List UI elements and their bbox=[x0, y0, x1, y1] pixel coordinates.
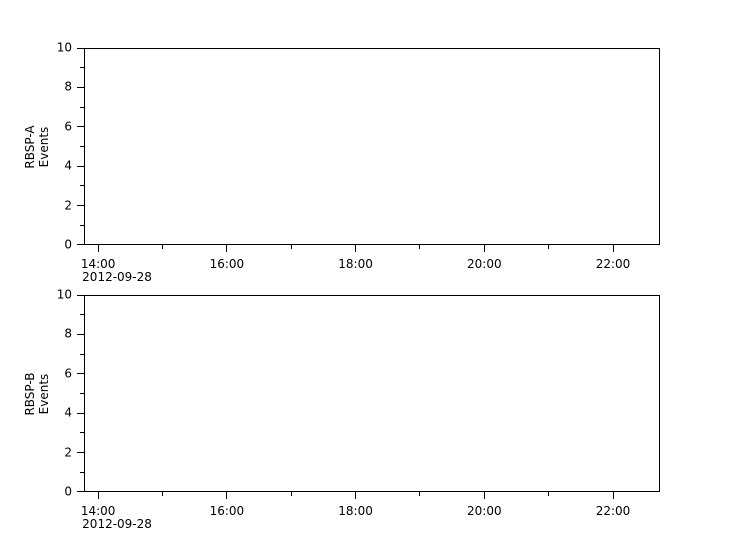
plot-rbsp-b: 14:00 2012-09-28 16:00 18:00 20:00 22:00 0 2 4 6 8… bbox=[23, 288, 660, 531]
y-major-tick bbox=[77, 294, 84, 296]
y-tick-label: 8 bbox=[64, 326, 72, 341]
x-tick-label: 16:00 bbox=[209, 504, 245, 518]
x-axis-date-label: 2012-09-28 bbox=[82, 270, 152, 284]
x-minor-tick bbox=[548, 492, 550, 496]
x-minor-tick bbox=[419, 245, 421, 249]
y-tick-label: 2 bbox=[64, 198, 72, 213]
y-minor-tick bbox=[80, 471, 84, 473]
plot-rbsp-a: 14:00 2012-09-28 16:00 18:00 20:00 22:00 0 2 4 6 8… bbox=[23, 41, 660, 284]
y-minor-tick bbox=[80, 353, 84, 355]
x-minor-tick bbox=[290, 492, 292, 496]
y-minor-tick bbox=[80, 185, 84, 187]
y-major-tick bbox=[77, 373, 84, 375]
x-major-tick bbox=[612, 245, 614, 252]
y-tick-label: 0 bbox=[64, 484, 72, 498]
x-minor-tick bbox=[548, 245, 550, 249]
y-tick-label: 6 bbox=[64, 119, 72, 134]
y-major-tick bbox=[77, 452, 84, 454]
y-tick-label: 4 bbox=[64, 405, 72, 420]
x-tick-label: 18:00 bbox=[338, 257, 373, 271]
y-minor-tick bbox=[80, 393, 84, 394]
y-minor-tick bbox=[80, 432, 84, 434]
y-tick-label: 0 bbox=[64, 237, 72, 251]
x-major-tick bbox=[355, 245, 357, 252]
y-minor-tick bbox=[80, 106, 84, 108]
y-tick-label: 10 bbox=[56, 287, 72, 302]
y-major-tick bbox=[77, 86, 84, 88]
y-major-tick bbox=[77, 165, 84, 167]
x-minor-tick bbox=[419, 492, 421, 496]
y-minor-tick bbox=[80, 224, 84, 226]
y-tick-label: 2 bbox=[64, 445, 72, 460]
x-tick-label: 16:00 bbox=[209, 257, 245, 271]
plot-frame bbox=[84, 295, 660, 492]
x-major-tick bbox=[226, 245, 228, 252]
y-minor-tick bbox=[80, 67, 84, 69]
x-tick-label: 14:00 bbox=[80, 257, 116, 271]
x-major-tick bbox=[612, 492, 614, 499]
y-major-tick bbox=[77, 333, 84, 335]
x-tick-label: 22:00 bbox=[595, 257, 631, 271]
x-major-tick bbox=[97, 245, 99, 252]
x-major-tick bbox=[226, 492, 228, 499]
x-tick-label: 20:00 bbox=[467, 257, 502, 271]
y-major-tick bbox=[77, 412, 84, 414]
x-major-tick bbox=[483, 245, 485, 252]
y-minor-tick bbox=[80, 314, 84, 316]
y-tick-label: 6 bbox=[64, 366, 72, 381]
y-tick-label: 10 bbox=[56, 40, 72, 55]
y-minor-tick bbox=[80, 146, 84, 147]
x-major-tick bbox=[355, 492, 357, 499]
x-axis-date-label: 2012-09-28 bbox=[82, 517, 152, 531]
x-minor-tick bbox=[162, 492, 164, 496]
y-major-tick bbox=[77, 126, 84, 128]
plot-frame bbox=[84, 48, 660, 245]
x-tick-label: 18:00 bbox=[338, 504, 373, 518]
y-tick-label: 4 bbox=[64, 158, 72, 173]
y-tick-label: 8 bbox=[64, 79, 72, 94]
y-axis-title: RBSP-B Events bbox=[23, 371, 51, 416]
x-tick-label: 14:00 bbox=[80, 504, 116, 518]
y-major-tick bbox=[77, 47, 84, 49]
y-major-tick bbox=[77, 205, 84, 207]
x-major-tick bbox=[97, 492, 99, 499]
x-tick-label: 20:00 bbox=[467, 504, 502, 518]
y-axis-title: RBSP-A Events bbox=[23, 124, 51, 169]
y-major-tick bbox=[77, 491, 84, 492]
x-tick-label: 22:00 bbox=[595, 504, 631, 518]
x-minor-tick bbox=[162, 245, 164, 249]
y-major-tick bbox=[77, 244, 84, 245]
x-minor-tick bbox=[290, 245, 292, 249]
x-major-tick bbox=[483, 492, 485, 499]
